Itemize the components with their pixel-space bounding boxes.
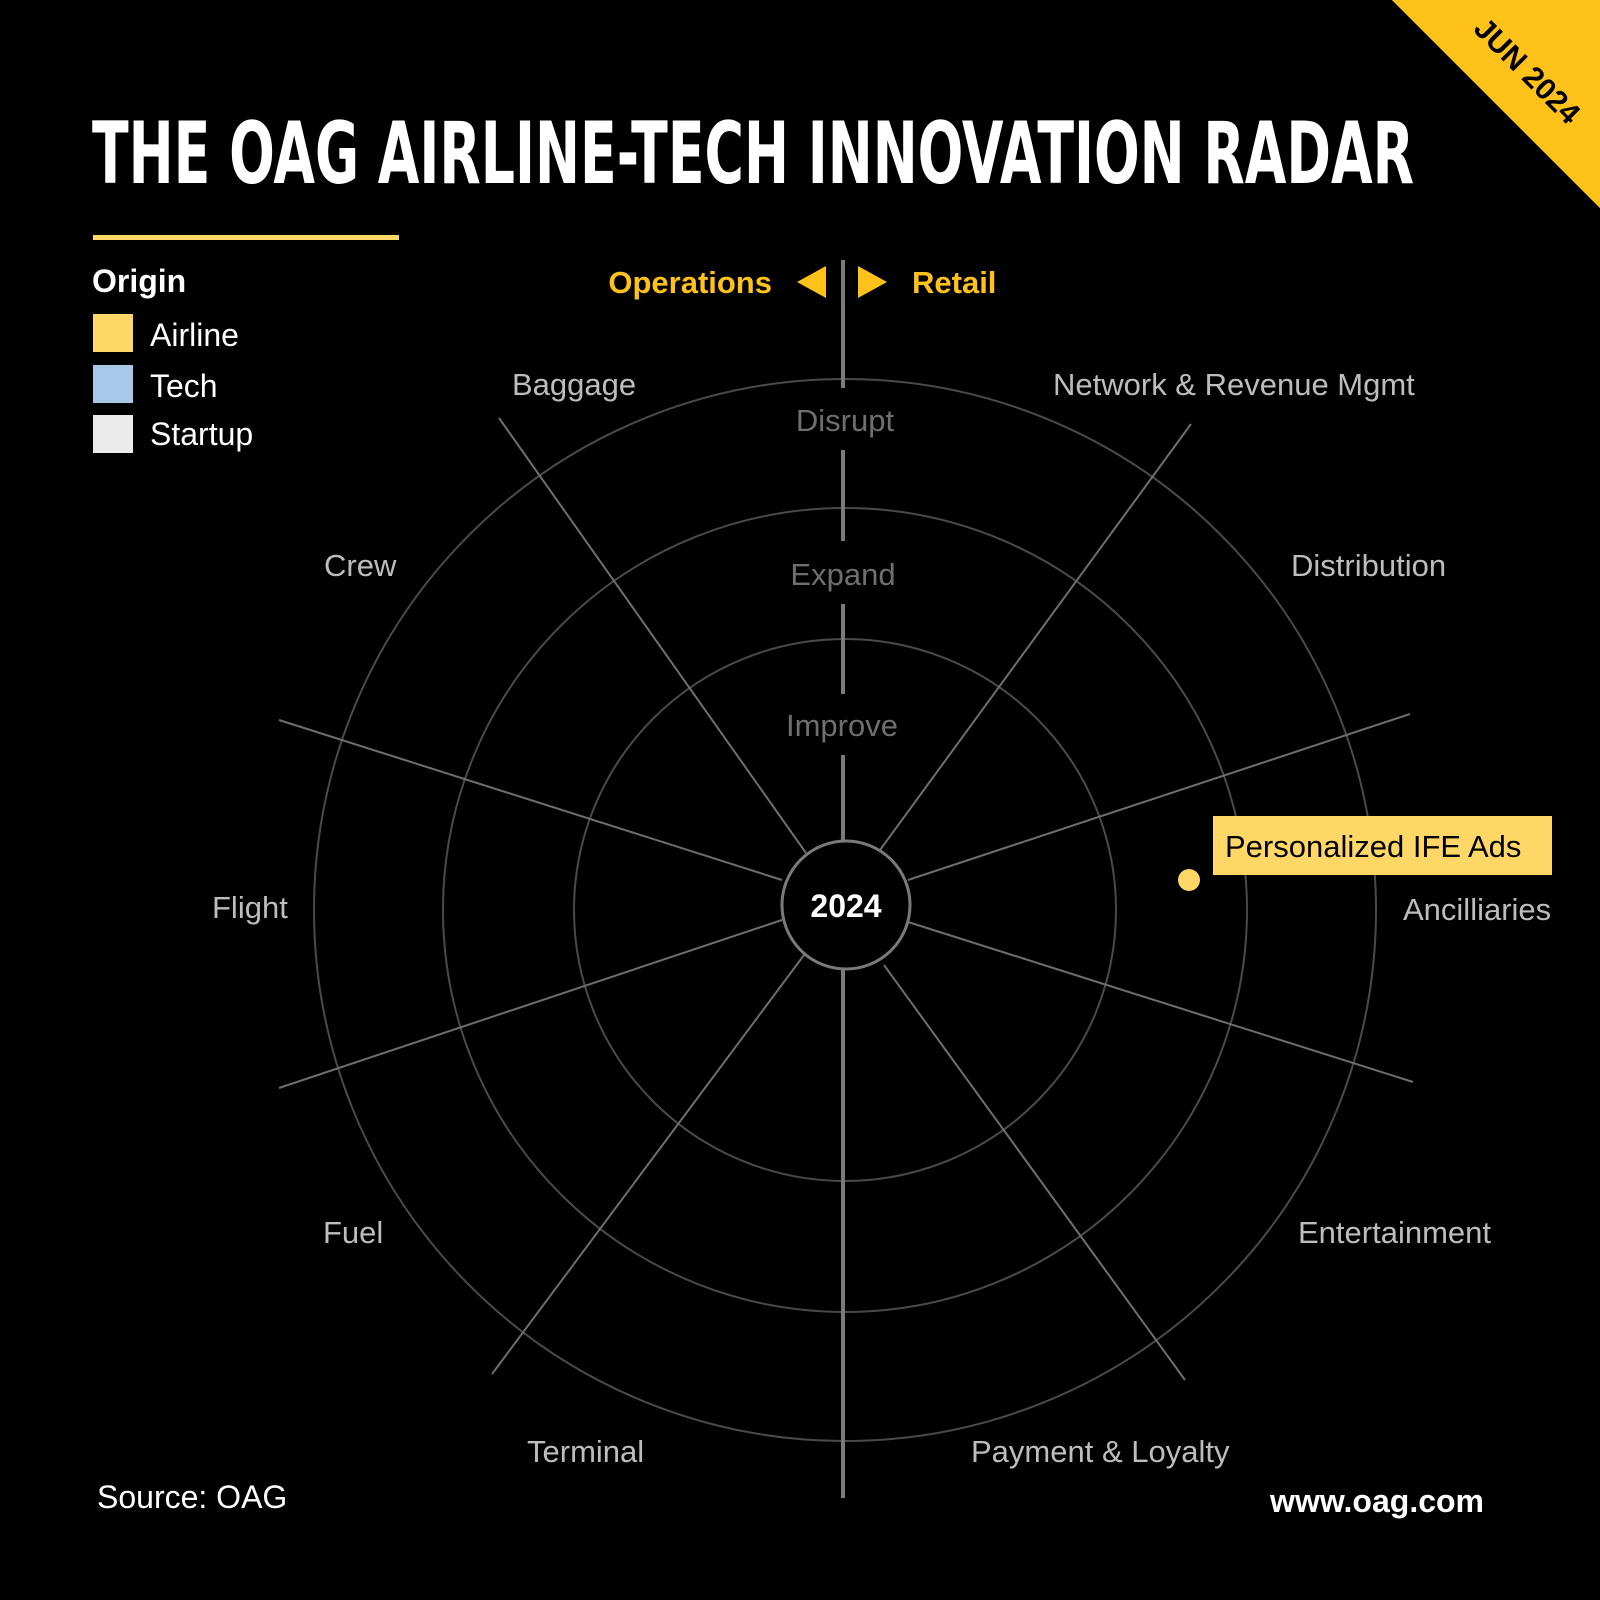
legend: Origin Airline Tech Startup xyxy=(92,263,253,453)
legend-swatch-airline xyxy=(93,314,133,352)
category-baggage: Baggage xyxy=(512,367,636,402)
ring-labels: Disrupt Expand Improve xyxy=(786,403,898,743)
operations-label: Operations xyxy=(608,265,772,300)
source-label: Source: OAG xyxy=(97,1479,287,1515)
category-crew: Crew xyxy=(324,548,397,583)
spoke xyxy=(491,954,805,1375)
ring-label-improve: Improve xyxy=(786,708,898,743)
website-link[interactable]: www.oag.com xyxy=(1269,1483,1484,1519)
arrow-left-icon xyxy=(797,266,826,298)
center-year: 2024 xyxy=(810,888,881,924)
innovation-label: Personalized IFE Ads xyxy=(1225,829,1521,864)
spoke xyxy=(278,719,783,881)
category-flight: Flight xyxy=(212,890,288,925)
ring-label-disrupt: Disrupt xyxy=(796,403,895,438)
spoke xyxy=(907,713,1411,881)
ring-label-expand: Expand xyxy=(790,557,895,592)
retail-label: Retail xyxy=(912,265,996,300)
category-terminal: Terminal xyxy=(527,1434,644,1469)
spoke xyxy=(498,417,807,854)
direction-indicator: Operations Retail xyxy=(608,265,996,300)
category-labels: Baggage Network & Revenue Mgmt Crew Dist… xyxy=(212,367,1551,1469)
legend-label-airline: Airline xyxy=(150,317,239,353)
spoke xyxy=(879,423,1192,851)
legend-swatch-tech xyxy=(93,365,133,403)
innovation-label-box xyxy=(1213,816,1552,875)
category-ancilliaries: Ancilliaries xyxy=(1403,892,1551,927)
category-fuel: Fuel xyxy=(323,1215,383,1250)
date-ribbon: JUN 2024 xyxy=(1392,0,1600,208)
spokes xyxy=(278,417,1414,1381)
category-entertainment: Entertainment xyxy=(1298,1215,1491,1250)
legend-label-startup: Startup xyxy=(150,416,253,452)
spoke xyxy=(883,964,1186,1381)
title-underline xyxy=(93,235,399,240)
legend-swatch-startup xyxy=(93,415,133,453)
category-distribution: Distribution xyxy=(1291,548,1446,583)
center-circle xyxy=(780,839,912,971)
page-title: THE OAG AIRLINE-TECH INNOVATION RADAR xyxy=(92,104,1414,204)
arrow-right-icon xyxy=(858,266,887,298)
spoke xyxy=(278,919,783,1089)
legend-title: Origin xyxy=(92,263,186,299)
category-payment-loyalty: Payment & Loyalty xyxy=(971,1434,1230,1469)
legend-label-tech: Tech xyxy=(150,368,218,404)
innovation-dot[interactable] xyxy=(1178,869,1200,891)
category-network-revenue: Network & Revenue Mgmt xyxy=(1053,367,1415,402)
spoke xyxy=(907,921,1414,1083)
innovation-marker[interactable]: Personalized IFE Ads xyxy=(1178,816,1552,891)
